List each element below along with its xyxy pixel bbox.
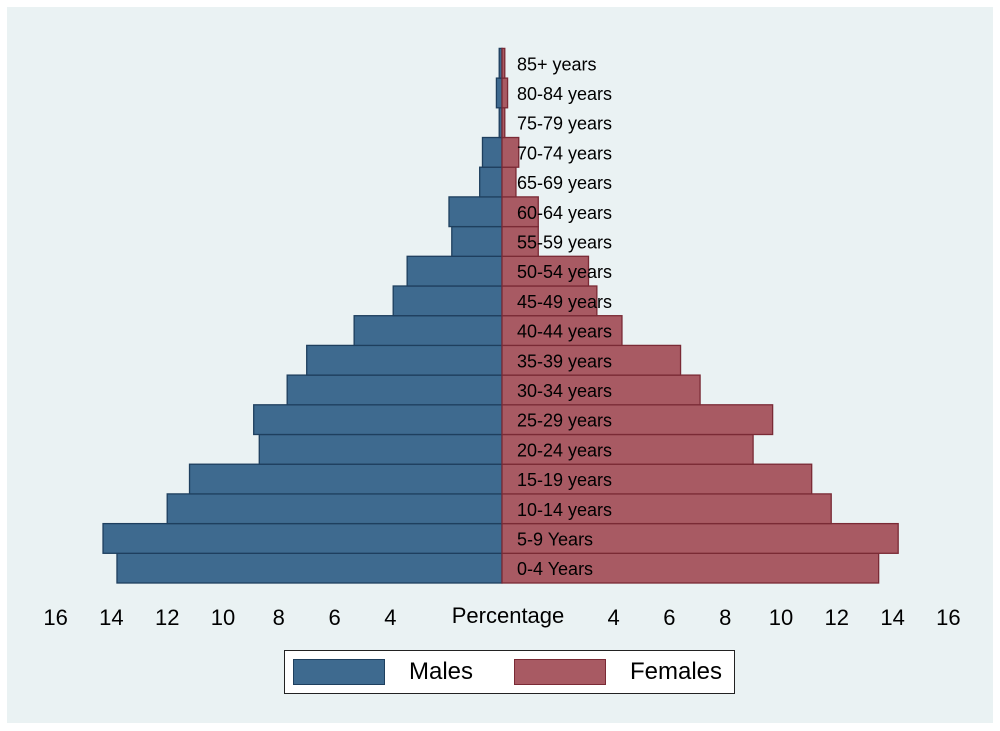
category-label: 15-19 years: [517, 470, 612, 490]
bar-females-5-9-years: [501, 522, 899, 554]
bar-males-45-49-years: [392, 285, 503, 317]
category-labels-group: 0-4 Years 5-9 Years 10-14 years 15-19 years…: [517, 54, 612, 579]
category-label: 65-69 years: [517, 173, 612, 193]
x-tick-labels-group: 16 14 12 10 8 6 4 4 6 8 10 12 14 16: [43, 605, 960, 630]
x-tick-label-right: 4: [607, 605, 619, 630]
category-label: 30-34 years: [517, 381, 612, 401]
category-label: 35-39 years: [517, 351, 612, 371]
bar-females-35-39-years: [501, 344, 682, 376]
bar-females-55-59-years: [501, 225, 539, 257]
category-label: 85+ years: [517, 54, 597, 74]
x-tick-label-right: 16: [936, 605, 960, 630]
bar-males-70-74-years: [481, 136, 503, 168]
bar-males-25-29-years: [253, 404, 503, 436]
bar-females-50-54-years: [501, 255, 590, 287]
x-tick-label-right: 14: [880, 605, 904, 630]
category-label: 10-14 years: [517, 500, 612, 520]
bar-females-70-74-years: [501, 136, 520, 168]
category-label: 45-49 years: [517, 292, 612, 312]
bar-females-60-64-years: [501, 196, 539, 228]
bar-females-30-34-years: [501, 374, 701, 406]
category-label: 55-59 years: [517, 232, 612, 252]
bar-males-50-54-years: [406, 255, 503, 287]
category-label: 70-74 years: [517, 143, 612, 163]
x-tick-label-left: 6: [328, 605, 340, 630]
bar-males-20-24-years: [258, 433, 503, 465]
bar-males-0-4-years: [116, 552, 503, 584]
bar-males-10-14-years: [166, 493, 503, 525]
x-tick-label-right: 6: [663, 605, 675, 630]
category-label: 50-54 years: [517, 262, 612, 282]
x-tick-label-left: 10: [211, 605, 235, 630]
bar-males-30-34-years: [286, 374, 503, 406]
legend-item-males: Males: [293, 651, 473, 693]
category-label: 0-4 Years: [517, 559, 593, 579]
x-tick-label-left: 14: [99, 605, 123, 630]
bar-males-60-64-years: [448, 196, 503, 228]
x-tick-label-right: 8: [719, 605, 731, 630]
legend-item-females: Females: [514, 651, 722, 693]
bar-females-65-69-years: [501, 166, 517, 198]
legend-label-females: Females: [630, 658, 723, 685]
bar-females-75-79-years: [501, 107, 506, 139]
bar-males-40-44-years: [353, 315, 503, 347]
chart-background: 0-4 Years 5-9 Years 10-14 years 15-19 years…: [7, 7, 993, 723]
category-label: 80-84 years: [517, 84, 612, 104]
bar-females-15-19-years: [501, 463, 813, 495]
bar-females-0-4-years: [501, 552, 880, 584]
bar-males-5-9-years: [102, 522, 503, 554]
legend: Males Females: [284, 650, 735, 694]
category-label: 75-79 years: [517, 114, 612, 134]
category-label: 40-44 years: [517, 322, 612, 342]
legend-label-males: Males: [409, 658, 474, 685]
category-label: 5-9 Years: [517, 529, 593, 549]
category-label: 20-24 years: [517, 440, 612, 460]
population-pyramid-chart: 0-4 Years 5-9 Years 10-14 years 15-19 years…: [43, 47, 961, 630]
bar-males-80-84-years: [495, 77, 503, 109]
x-tick-label-left: 8: [273, 605, 285, 630]
category-label: 25-29 years: [517, 411, 612, 431]
bar-females-45-49-years: [501, 285, 598, 317]
bar-females-40-44-years: [501, 315, 623, 347]
category-label: 60-64 years: [517, 203, 612, 223]
bar-females-25-29-years: [501, 404, 774, 436]
bars-group: [102, 47, 899, 584]
x-tick-label-left: 4: [384, 605, 396, 630]
bar-females-20-24-years: [501, 433, 754, 465]
bar-females-80-84-years: [501, 77, 509, 109]
bar-males-55-59-years: [451, 225, 503, 257]
legend-swatch-males: [293, 659, 385, 685]
x-tick-label-left: 16: [43, 605, 67, 630]
x-tick-label-right: 12: [825, 605, 849, 630]
bar-males-35-39-years: [306, 344, 503, 376]
bar-males-65-69-years: [479, 166, 503, 198]
x-tick-label-right: 10: [769, 605, 793, 630]
x-axis-title: Percentage: [452, 603, 565, 628]
bar-males-15-19-years: [188, 463, 503, 495]
bar-females-85-years: [501, 47, 506, 79]
legend-swatch-females: [514, 659, 606, 685]
x-tick-label-left: 12: [155, 605, 179, 630]
